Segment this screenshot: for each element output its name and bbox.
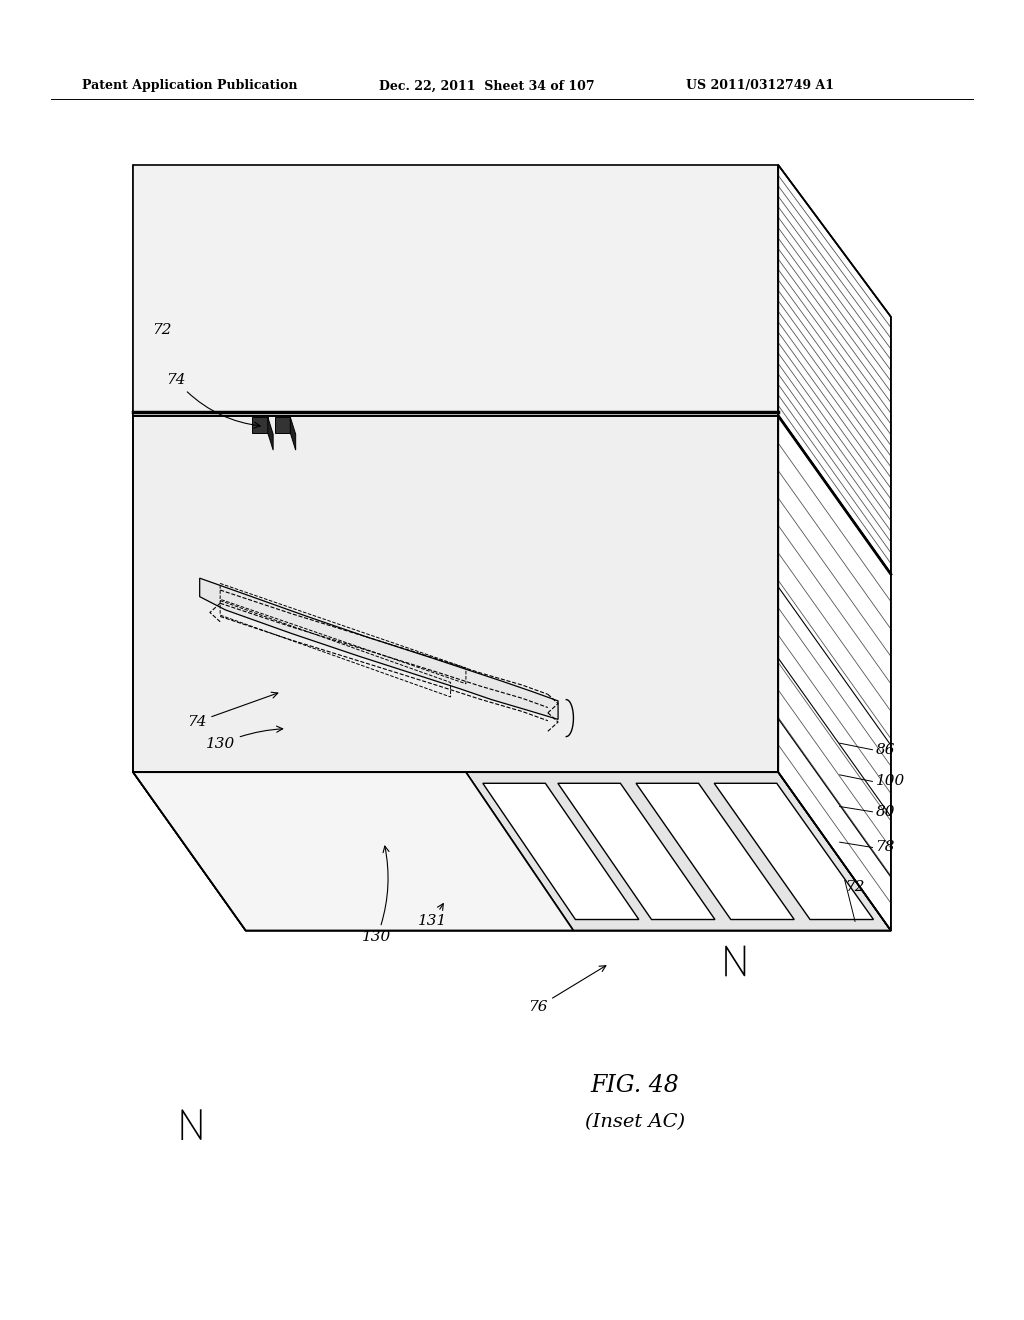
Text: 130: 130 xyxy=(206,726,283,751)
Polygon shape xyxy=(558,783,715,920)
Polygon shape xyxy=(133,416,891,574)
Polygon shape xyxy=(133,772,573,931)
Polygon shape xyxy=(133,416,778,772)
Text: 76: 76 xyxy=(527,966,606,1014)
Polygon shape xyxy=(133,165,246,574)
Text: 131: 131 xyxy=(418,904,446,928)
Polygon shape xyxy=(636,783,795,920)
Polygon shape xyxy=(291,417,296,450)
Polygon shape xyxy=(714,783,873,920)
Text: 86: 86 xyxy=(876,743,895,756)
Text: 74: 74 xyxy=(186,692,278,729)
Text: 78: 78 xyxy=(876,841,895,854)
Polygon shape xyxy=(778,416,891,931)
Polygon shape xyxy=(133,416,246,931)
Polygon shape xyxy=(483,783,639,920)
Polygon shape xyxy=(778,165,891,574)
Polygon shape xyxy=(133,165,778,416)
Polygon shape xyxy=(133,772,891,931)
Text: 130: 130 xyxy=(362,846,391,944)
Text: 80: 80 xyxy=(876,805,895,818)
Text: US 2011/0312749 A1: US 2011/0312749 A1 xyxy=(686,79,835,92)
Text: 74: 74 xyxy=(166,374,260,428)
Text: 100: 100 xyxy=(876,775,905,788)
Text: FIG. 48: FIG. 48 xyxy=(591,1073,679,1097)
Text: (Inset AC): (Inset AC) xyxy=(585,1113,685,1131)
Polygon shape xyxy=(466,772,891,931)
Polygon shape xyxy=(200,578,558,719)
Text: Dec. 22, 2011  Sheet 34 of 107: Dec. 22, 2011 Sheet 34 of 107 xyxy=(379,79,595,92)
Text: 72: 72 xyxy=(845,880,864,894)
Polygon shape xyxy=(252,417,268,433)
Text: Patent Application Publication: Patent Application Publication xyxy=(82,79,297,92)
Polygon shape xyxy=(268,417,273,450)
Text: 72: 72 xyxy=(152,323,172,337)
Polygon shape xyxy=(274,417,291,433)
